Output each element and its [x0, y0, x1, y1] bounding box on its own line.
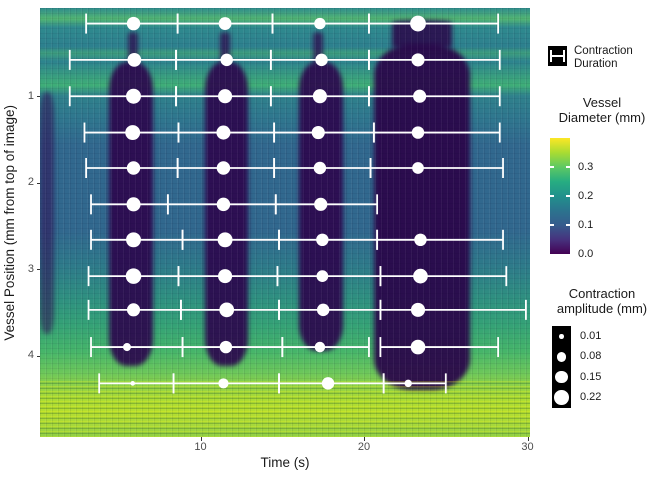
colorbar-tick-mark: [550, 195, 554, 197]
x-tick-label: 10: [194, 441, 207, 453]
points-errorbars-overlay: [68, 13, 527, 394]
amplitude-legend-key: [552, 388, 571, 409]
x-tick-label: 30: [521, 441, 534, 453]
contraction-point: [315, 53, 328, 67]
contraction-point: [411, 126, 425, 139]
y-tick-label: 3: [27, 262, 34, 275]
contraction-point: [218, 89, 233, 104]
errorbar-right-cap-icon: [563, 50, 565, 62]
colorbar-tick-mark: [566, 195, 570, 197]
colorbar-tick-label: 0.3: [578, 160, 594, 173]
amplitude-legend-title: Contraction amplitude (mm): [556, 286, 648, 316]
contraction-point: [127, 53, 142, 67]
contraction-point: [125, 125, 141, 141]
duration-legend-label: Contraction Duration: [574, 45, 633, 70]
amplitude-key-dot-icon: [554, 390, 569, 406]
x-tick-mark: [200, 437, 202, 441]
contraction-point: [316, 270, 329, 282]
contraction-band: [40, 91, 55, 335]
x-tick-mark: [527, 437, 529, 441]
heatmap-bottom-streaks: [40, 381, 530, 437]
y-tick-mark: [36, 269, 40, 271]
y-tick-label: 2: [27, 176, 34, 189]
contraction-band: [313, 32, 324, 66]
errorbar-line-icon: [550, 55, 565, 57]
contraction-point: [216, 125, 231, 140]
duration-legend-key: [548, 46, 567, 66]
heatmap-horizontal-texture: [40, 8, 530, 437]
amplitude-legend-keys: [552, 326, 571, 408]
x-tick-label: 20: [357, 441, 371, 453]
colorbar-title: Vessel Diameter (mm): [558, 95, 646, 125]
contraction-point: [311, 125, 325, 140]
amplitude-legend-label: 0.22: [580, 391, 602, 404]
contraction-point: [414, 233, 427, 247]
contraction-point: [122, 343, 131, 352]
y-tick-mark: [36, 355, 40, 357]
amplitude-key-dot-icon: [556, 351, 567, 362]
amplitude-legend-key: [552, 367, 571, 388]
contraction-point: [314, 17, 326, 30]
vessel-diameter-colorbar: [550, 138, 570, 254]
amplitude-key-dot-icon: [555, 371, 568, 384]
contraction-point: [126, 161, 141, 175]
amplitude-legend-key: [552, 347, 571, 368]
contraction-point: [404, 379, 412, 388]
contraction-point: [410, 302, 426, 317]
contraction-point: [412, 162, 424, 174]
contraction-point: [126, 88, 141, 104]
contraction-point: [130, 381, 136, 386]
colorbar-tick-label: 0.2: [578, 189, 594, 202]
y-tick-mark: [36, 182, 40, 184]
contraction-band: [220, 32, 230, 66]
contraction-point: [410, 339, 426, 355]
contraction-point: [413, 89, 427, 103]
y-axis-title: Vessel Position (mm from top of image): [2, 104, 17, 341]
colorbar-tick-mark: [566, 166, 570, 168]
contraction-point: [313, 161, 327, 175]
contraction-point: [216, 197, 231, 212]
contraction-point: [220, 53, 233, 67]
contraction-point: [321, 377, 335, 390]
contraction-point: [126, 197, 141, 212]
contraction-band: [127, 32, 138, 66]
x-tick-mark: [364, 437, 366, 441]
contraction-point: [126, 232, 141, 248]
colorbar-tick-label: 0.0: [578, 247, 594, 260]
colorbar-tick-mark: [566, 224, 570, 226]
plot-panel: [40, 8, 530, 437]
amplitude-legend-label: 0.15: [580, 370, 602, 383]
heatmap-vertical-texture: [40, 8, 530, 437]
contraction-point: [316, 303, 330, 317]
amplitude-legend-label: 0.01: [580, 329, 602, 342]
colorbar-tick-mark: [550, 224, 554, 226]
contraction-point: [410, 15, 426, 32]
contraction-point: [126, 16, 141, 31]
contraction-point: [126, 303, 141, 317]
contraction-point: [219, 302, 235, 318]
contraction-point: [219, 340, 233, 354]
contraction-point: [411, 53, 425, 67]
y-tick-label: 1: [27, 89, 34, 102]
contraction-point: [314, 197, 328, 211]
y-tick-mark: [36, 96, 40, 98]
colorbar-tick-label: 0.1: [578, 218, 594, 231]
contraction-point: [316, 233, 329, 247]
contraction-point: [312, 89, 327, 104]
amplitude-legend-key: [552, 326, 571, 347]
y-tick-label: 4: [27, 349, 34, 362]
contraction-point: [218, 378, 229, 389]
contraction-point: [314, 341, 326, 353]
contraction-point: [413, 268, 428, 284]
colorbar-tick-mark: [550, 166, 554, 168]
x-axis-title: Time (s): [260, 455, 310, 470]
amplitude-legend-label: 0.08: [580, 350, 602, 363]
contraction-point: [216, 161, 231, 175]
contraction-point: [217, 232, 233, 248]
contraction-point: [218, 17, 232, 30]
contraction-point: [125, 268, 142, 284]
contraction-point: [218, 269, 233, 284]
amplitude-key-dot-icon: [559, 333, 564, 339]
